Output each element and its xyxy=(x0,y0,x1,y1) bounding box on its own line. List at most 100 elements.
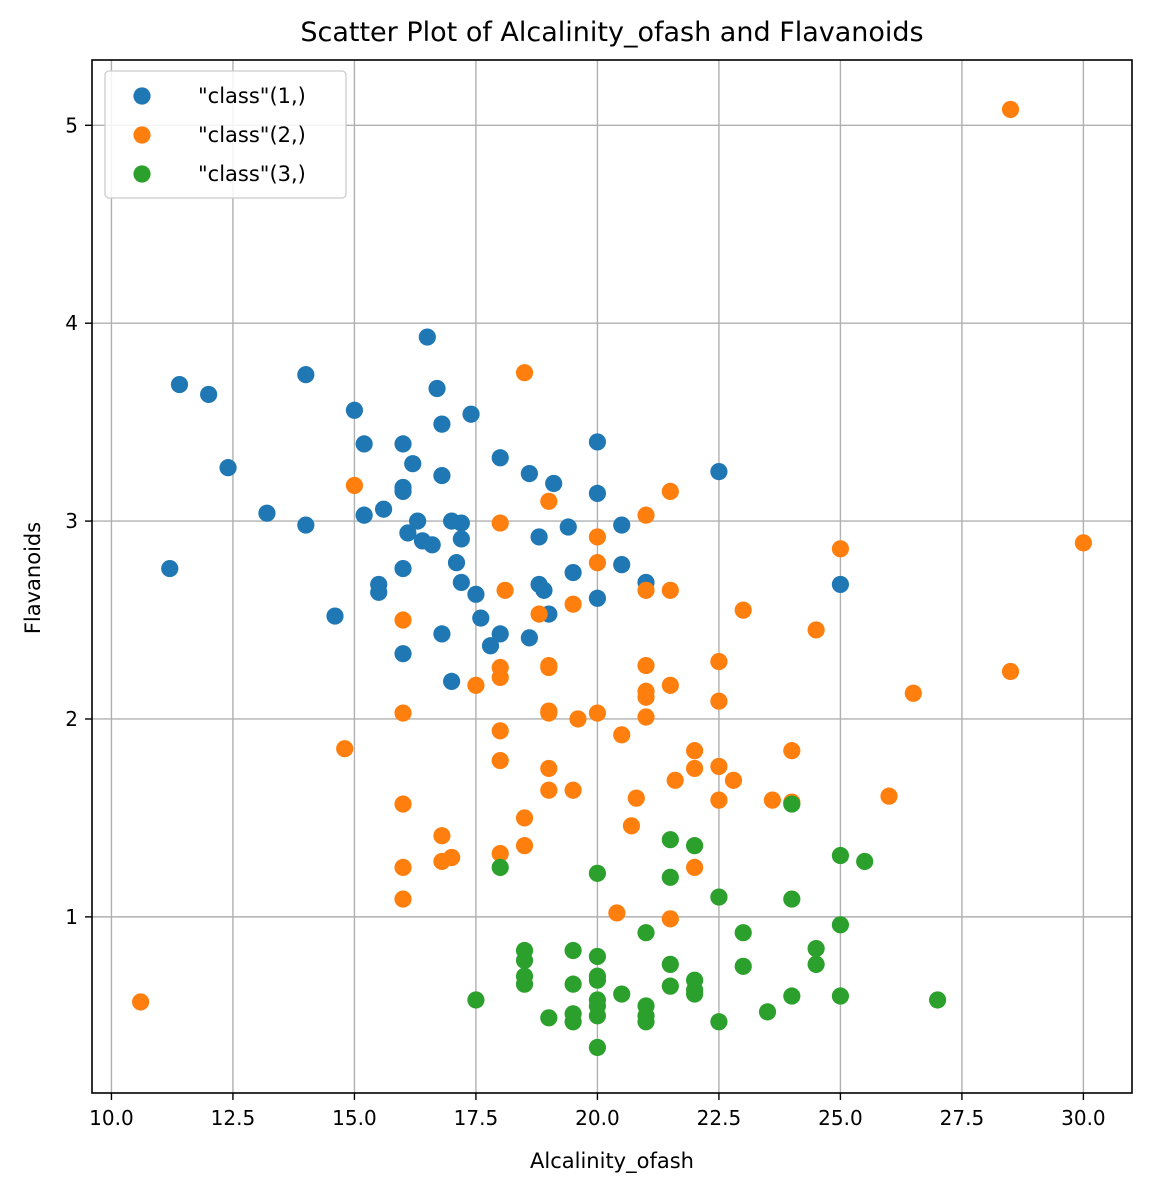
data-point xyxy=(686,985,704,1003)
y-tick-label: 2 xyxy=(65,707,78,731)
data-point xyxy=(496,581,514,599)
x-tick-label: 30.0 xyxy=(1061,1106,1106,1130)
data-point xyxy=(409,512,427,530)
data-point xyxy=(661,910,679,928)
data-point xyxy=(515,837,534,855)
data-point xyxy=(423,536,441,554)
data-point xyxy=(783,987,801,1005)
data-point xyxy=(394,645,412,663)
data-point xyxy=(588,1038,607,1057)
data-point xyxy=(807,621,825,639)
data-point xyxy=(1001,662,1020,681)
data-point xyxy=(831,916,850,934)
data-point xyxy=(326,607,344,625)
data-point xyxy=(613,556,631,574)
series-1-points xyxy=(161,328,850,690)
data-point xyxy=(686,837,704,855)
data-point xyxy=(710,791,728,809)
data-point xyxy=(569,710,587,728)
data-point xyxy=(588,589,607,607)
data-point xyxy=(661,581,679,599)
data-point xyxy=(297,366,315,384)
data-point xyxy=(710,888,728,906)
data-point xyxy=(540,704,558,722)
data-point xyxy=(637,708,655,726)
data-point xyxy=(467,676,485,694)
data-point xyxy=(374,500,393,518)
data-point xyxy=(710,692,728,710)
series-2-points xyxy=(131,100,1093,1011)
data-point xyxy=(588,864,607,882)
data-point xyxy=(666,771,684,789)
data-point xyxy=(200,385,218,404)
legend-marker-2 xyxy=(133,126,151,144)
data-point xyxy=(710,757,728,776)
data-point xyxy=(686,858,704,877)
data-point xyxy=(491,625,509,643)
y-tick-label: 4 xyxy=(65,311,78,335)
data-point xyxy=(355,506,373,524)
data-point xyxy=(1001,100,1020,119)
data-point xyxy=(904,684,922,702)
data-point xyxy=(520,464,538,483)
data-point xyxy=(856,852,874,871)
data-point xyxy=(345,401,364,419)
y-axis-label: Flavanoids xyxy=(21,522,45,634)
data-point xyxy=(491,844,509,863)
data-point xyxy=(880,787,898,805)
data-point xyxy=(613,516,631,534)
data-point xyxy=(661,482,679,501)
x-tick-label: 25.0 xyxy=(818,1106,863,1130)
data-point xyxy=(622,817,641,835)
data-point xyxy=(763,791,781,809)
data-point xyxy=(588,947,607,966)
data-point xyxy=(520,629,538,647)
data-point xyxy=(428,379,446,398)
plot-frame xyxy=(91,59,1133,1094)
data-point xyxy=(637,656,655,675)
data-point xyxy=(530,528,548,546)
data-point xyxy=(831,846,850,865)
data-point xyxy=(564,941,582,960)
data-point xyxy=(710,1013,728,1031)
data-point xyxy=(559,518,577,536)
data-point xyxy=(734,924,752,942)
data-point xyxy=(452,514,470,532)
data-point xyxy=(394,435,412,453)
data-point xyxy=(219,459,237,477)
data-point xyxy=(807,955,825,973)
data-point xyxy=(491,858,509,877)
y-tick-label: 3 xyxy=(65,509,78,533)
data-point xyxy=(535,581,553,599)
x-axis-ticks: 10.0 12.5 15.0 17.5 20.0 22.5 25.0 27.5 30.0 xyxy=(89,1093,1106,1130)
data-point xyxy=(588,1007,607,1025)
data-point xyxy=(258,504,276,522)
data-point xyxy=(131,993,150,1011)
data-point xyxy=(613,726,631,744)
data-point xyxy=(831,575,850,594)
data-point xyxy=(661,955,679,973)
data-point xyxy=(564,781,582,799)
data-point xyxy=(355,435,373,453)
data-point xyxy=(394,482,412,501)
data-point xyxy=(637,924,655,942)
data-point xyxy=(161,559,179,578)
data-point xyxy=(564,975,582,993)
grid-lines xyxy=(92,60,1132,1093)
data-point xyxy=(627,789,645,807)
data-point xyxy=(734,601,752,619)
data-point xyxy=(515,364,534,382)
data-point xyxy=(637,506,655,524)
data-point xyxy=(336,740,354,758)
data-point xyxy=(783,795,801,813)
data-point xyxy=(370,583,388,601)
data-point xyxy=(724,771,743,789)
data-point xyxy=(637,581,655,599)
data-point xyxy=(452,573,470,592)
data-point xyxy=(588,528,607,546)
data-point xyxy=(540,781,558,799)
data-point xyxy=(467,585,485,603)
data-point xyxy=(564,563,582,582)
data-point xyxy=(588,433,607,451)
legend-box xyxy=(104,70,347,199)
